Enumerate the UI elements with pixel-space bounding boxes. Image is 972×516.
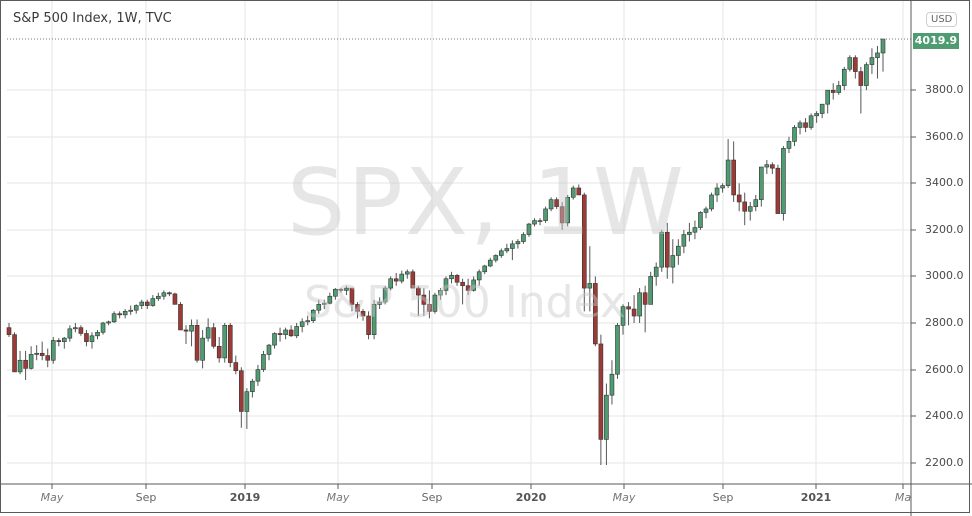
price-tick-label: 2600.0	[925, 363, 964, 376]
price-tick-label: 3800.0	[925, 83, 964, 96]
time-tick-label: Sep	[712, 491, 734, 504]
time-tick-label: Sep	[421, 491, 443, 504]
axis-ticks	[51, 89, 916, 489]
time-tick-label: May	[326, 491, 350, 504]
time-tick-label: Sep	[135, 491, 157, 504]
time-tick-label: 2020	[515, 491, 547, 504]
last-price-label: 4019.9	[913, 33, 959, 49]
price-tick-label: 3600.0	[925, 130, 964, 143]
price-tick-label: 3000.0	[925, 269, 964, 282]
chart-title: S&P 500 Index, 1W, TVC	[13, 11, 172, 26]
time-tick-label: Ma	[894, 491, 912, 504]
price-tick-label: 2200.0	[925, 456, 964, 469]
time-tick-label: May	[40, 491, 64, 504]
price-tick-label: 3200.0	[925, 223, 964, 236]
watermark-name: S&P 500 Index	[304, 277, 626, 328]
time-tick-label: 2019	[229, 491, 261, 504]
candles	[6, 38, 886, 466]
time-tick-label: May	[612, 491, 636, 504]
price-tick-label: 3400.0	[925, 176, 964, 189]
currency-badge[interactable]: USD	[926, 12, 958, 27]
watermark-symbol: SPX, 1W	[287, 149, 686, 256]
price-tick-label: 2400.0	[925, 409, 964, 422]
time-tick-label: 2021	[800, 491, 832, 504]
price-tick-label: 2800.0	[925, 316, 964, 329]
